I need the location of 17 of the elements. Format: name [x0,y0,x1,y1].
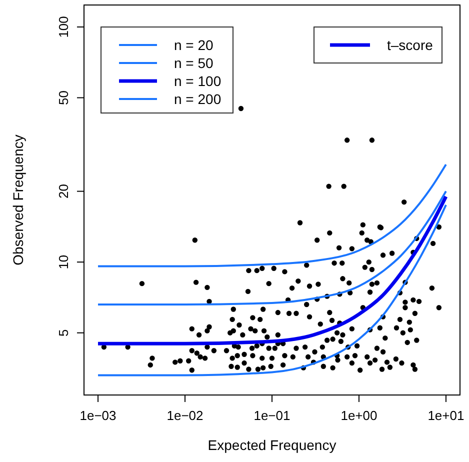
annotation: t–score [387,36,434,53]
y-axis-title: Observed Frequency [10,134,26,266]
y-tick-label: 10 [56,254,71,270]
y-tick-label: 100 [56,16,71,38]
y-tick-label: 50 [56,90,71,105]
x-axis-title: Expected Frequency [208,437,336,453]
x-tick-label: 1e−01 [254,408,290,423]
x-tick-label: 1e+00 [340,408,378,423]
x-tick-label: 1e−03 [80,408,116,423]
legend-label: n = 20 [174,36,214,53]
legend-label: n = 200 [174,90,222,107]
y-tick-label: 20 [56,184,71,199]
legend-label: n = 50 [174,54,214,71]
legend-label: n = 100 [174,72,222,89]
x-tick-label: 1e+01 [428,408,464,423]
y-tick-label: 5 [56,329,71,336]
x-tick-label: 1e−02 [166,408,204,423]
